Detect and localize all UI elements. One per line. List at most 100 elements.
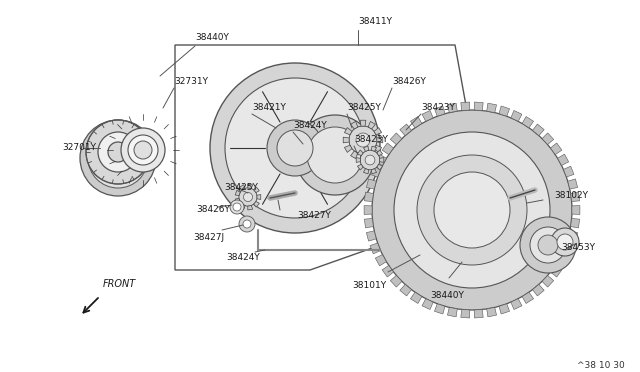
Ellipse shape xyxy=(134,141,152,159)
Text: ^38 10 30: ^38 10 30 xyxy=(577,360,625,369)
Polygon shape xyxy=(374,145,381,153)
Polygon shape xyxy=(499,106,509,116)
Polygon shape xyxy=(499,304,509,314)
Polygon shape xyxy=(571,192,580,202)
Polygon shape xyxy=(563,166,574,177)
Polygon shape xyxy=(422,110,433,121)
Text: 38102Y: 38102Y xyxy=(554,190,588,199)
Text: 38411Y: 38411Y xyxy=(358,17,392,26)
Polygon shape xyxy=(257,195,260,199)
Text: 38101Y: 38101Y xyxy=(352,280,386,289)
Circle shape xyxy=(356,133,370,147)
Ellipse shape xyxy=(121,128,165,172)
Polygon shape xyxy=(360,154,366,160)
Circle shape xyxy=(394,132,550,288)
Circle shape xyxy=(530,227,566,263)
Polygon shape xyxy=(235,190,240,196)
Polygon shape xyxy=(351,151,358,158)
Text: FRONT: FRONT xyxy=(103,279,136,289)
Circle shape xyxy=(243,192,253,202)
Polygon shape xyxy=(368,151,376,158)
Polygon shape xyxy=(360,120,366,126)
Polygon shape xyxy=(568,231,578,241)
Circle shape xyxy=(417,155,527,265)
Circle shape xyxy=(80,120,156,196)
Polygon shape xyxy=(371,146,376,151)
Circle shape xyxy=(295,115,375,195)
Polygon shape xyxy=(374,128,381,135)
Text: 38424Y: 38424Y xyxy=(293,122,327,131)
Circle shape xyxy=(360,150,380,170)
Circle shape xyxy=(86,120,150,184)
Polygon shape xyxy=(366,179,376,189)
Polygon shape xyxy=(447,307,458,317)
Polygon shape xyxy=(364,218,373,228)
Polygon shape xyxy=(461,310,470,318)
Text: 38453Y: 38453Y xyxy=(561,244,595,253)
Polygon shape xyxy=(400,284,412,296)
Text: 32701Y: 32701Y xyxy=(62,144,96,153)
Polygon shape xyxy=(568,179,578,189)
Circle shape xyxy=(239,188,257,206)
Polygon shape xyxy=(366,231,376,241)
Polygon shape xyxy=(380,158,384,163)
Polygon shape xyxy=(410,292,422,304)
Text: 38427Y: 38427Y xyxy=(297,211,331,219)
Polygon shape xyxy=(447,103,458,113)
Polygon shape xyxy=(239,185,245,190)
Circle shape xyxy=(100,140,136,176)
Polygon shape xyxy=(474,102,483,110)
Polygon shape xyxy=(375,154,387,166)
Polygon shape xyxy=(542,133,554,145)
Polygon shape xyxy=(550,143,562,155)
Polygon shape xyxy=(410,116,422,128)
Text: 38440Y: 38440Y xyxy=(195,33,229,42)
Text: 38425Y: 38425Y xyxy=(347,103,381,112)
Polygon shape xyxy=(253,187,259,193)
Polygon shape xyxy=(390,275,402,287)
Polygon shape xyxy=(371,169,376,174)
Polygon shape xyxy=(550,266,562,277)
Circle shape xyxy=(230,200,244,214)
Polygon shape xyxy=(248,205,253,210)
Polygon shape xyxy=(571,218,580,228)
Circle shape xyxy=(225,78,365,218)
Polygon shape xyxy=(364,169,369,174)
Text: 38423Y: 38423Y xyxy=(421,103,455,112)
Polygon shape xyxy=(248,184,253,189)
Circle shape xyxy=(88,128,148,188)
Polygon shape xyxy=(522,116,534,128)
Circle shape xyxy=(557,234,573,250)
Circle shape xyxy=(98,132,138,172)
Polygon shape xyxy=(382,266,394,277)
Polygon shape xyxy=(364,206,372,214)
Circle shape xyxy=(349,126,377,154)
Text: 38424Y: 38424Y xyxy=(226,253,260,263)
Polygon shape xyxy=(532,124,544,136)
Polygon shape xyxy=(370,243,381,254)
Polygon shape xyxy=(557,254,569,266)
Polygon shape xyxy=(511,299,522,310)
Polygon shape xyxy=(390,133,402,145)
Polygon shape xyxy=(368,121,376,129)
Text: 38425Y: 38425Y xyxy=(224,183,258,192)
Circle shape xyxy=(520,217,576,273)
Circle shape xyxy=(538,235,558,255)
Circle shape xyxy=(243,220,251,228)
Circle shape xyxy=(277,130,313,166)
Polygon shape xyxy=(357,150,363,156)
Polygon shape xyxy=(486,103,497,113)
Polygon shape xyxy=(522,292,534,304)
Polygon shape xyxy=(486,307,497,317)
Polygon shape xyxy=(235,198,240,204)
Polygon shape xyxy=(377,137,383,143)
Polygon shape xyxy=(364,192,373,202)
Text: 38421Y: 38421Y xyxy=(252,103,286,112)
Text: 38426Y: 38426Y xyxy=(196,205,230,215)
Polygon shape xyxy=(542,275,554,287)
Text: 38426Y: 38426Y xyxy=(392,77,426,87)
Polygon shape xyxy=(563,243,574,254)
Text: 38427J: 38427J xyxy=(193,232,224,241)
Circle shape xyxy=(372,110,572,310)
Polygon shape xyxy=(435,304,445,314)
